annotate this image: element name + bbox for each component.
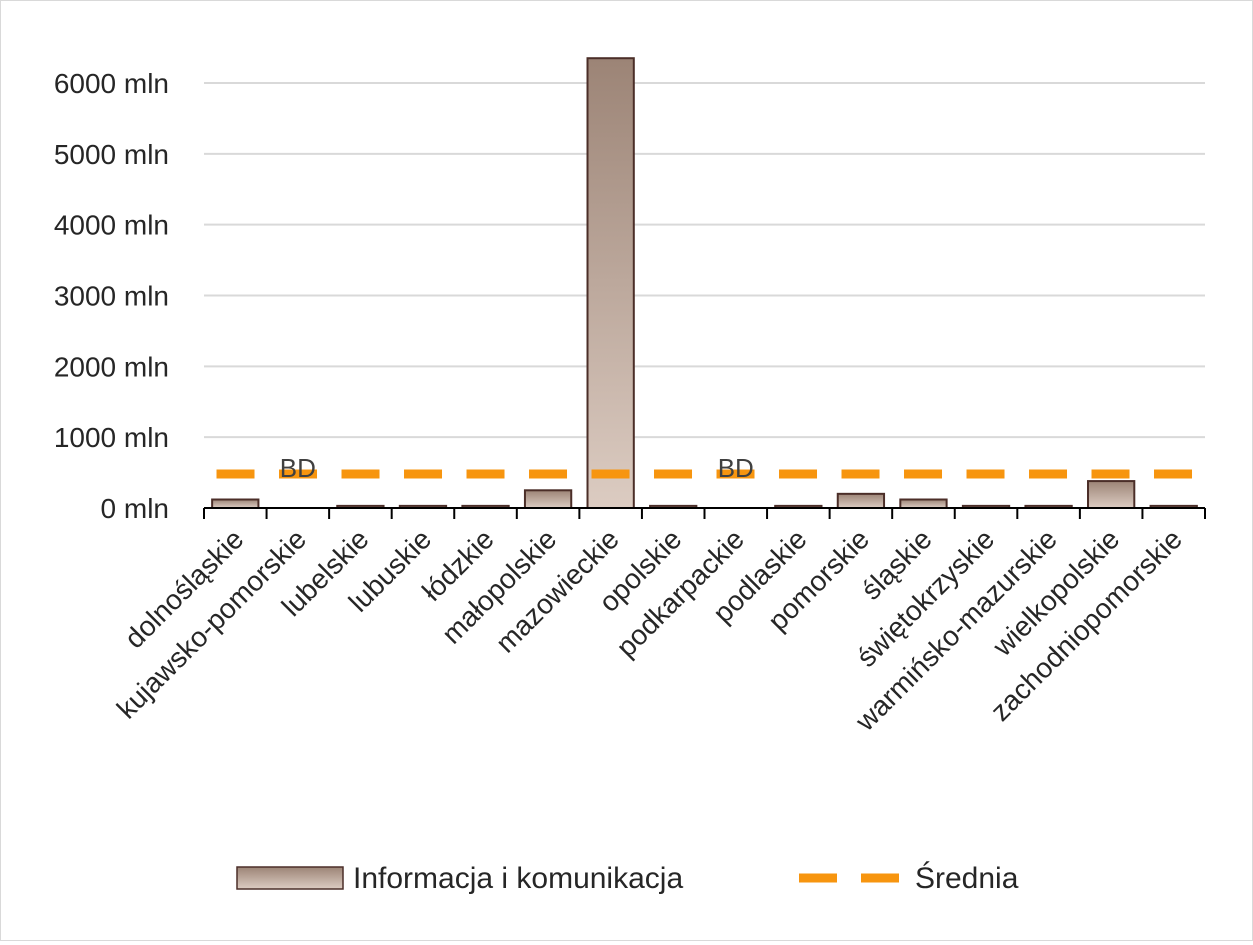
missing-data-label: BD [718,453,754,483]
bar [836,492,886,510]
y-tick-label: 2000 mln [54,351,169,382]
bar [1087,480,1136,510]
missing-data-label: BD [280,453,316,483]
x-axis-category-labels: dolnośląskiekujawsko-pomorskielubelskiel… [111,523,1188,737]
y-tick-label: 4000 mln [54,210,169,241]
y-tick-label: 3000 mln [54,281,169,312]
legend-label-average: Średnia [915,861,1019,895]
y-axis-tick-labels: 0 mln 1000 mln 2000 mln 3000 mln 4000 mln 500… [54,68,169,524]
y-tick-label: 0 mln [101,493,169,524]
y-tick-label: 6000 mln [54,68,169,99]
x-axis [203,507,1206,519]
bar [211,498,260,509]
y-tick-label: 5000 mln [54,139,169,170]
bars [211,57,1198,510]
legend: Informacja i komunikacja Średnia [236,861,1019,895]
missing-data-labels: BD BD [280,453,754,483]
y-tick-label: 1000 mln [54,422,169,453]
legend-label-bar: Informacja i komunikacja [353,862,683,895]
bar [523,489,573,509]
bar [586,57,635,509]
legend-swatch-bar [236,866,344,890]
gridlines [204,82,1205,439]
bar [899,498,948,509]
